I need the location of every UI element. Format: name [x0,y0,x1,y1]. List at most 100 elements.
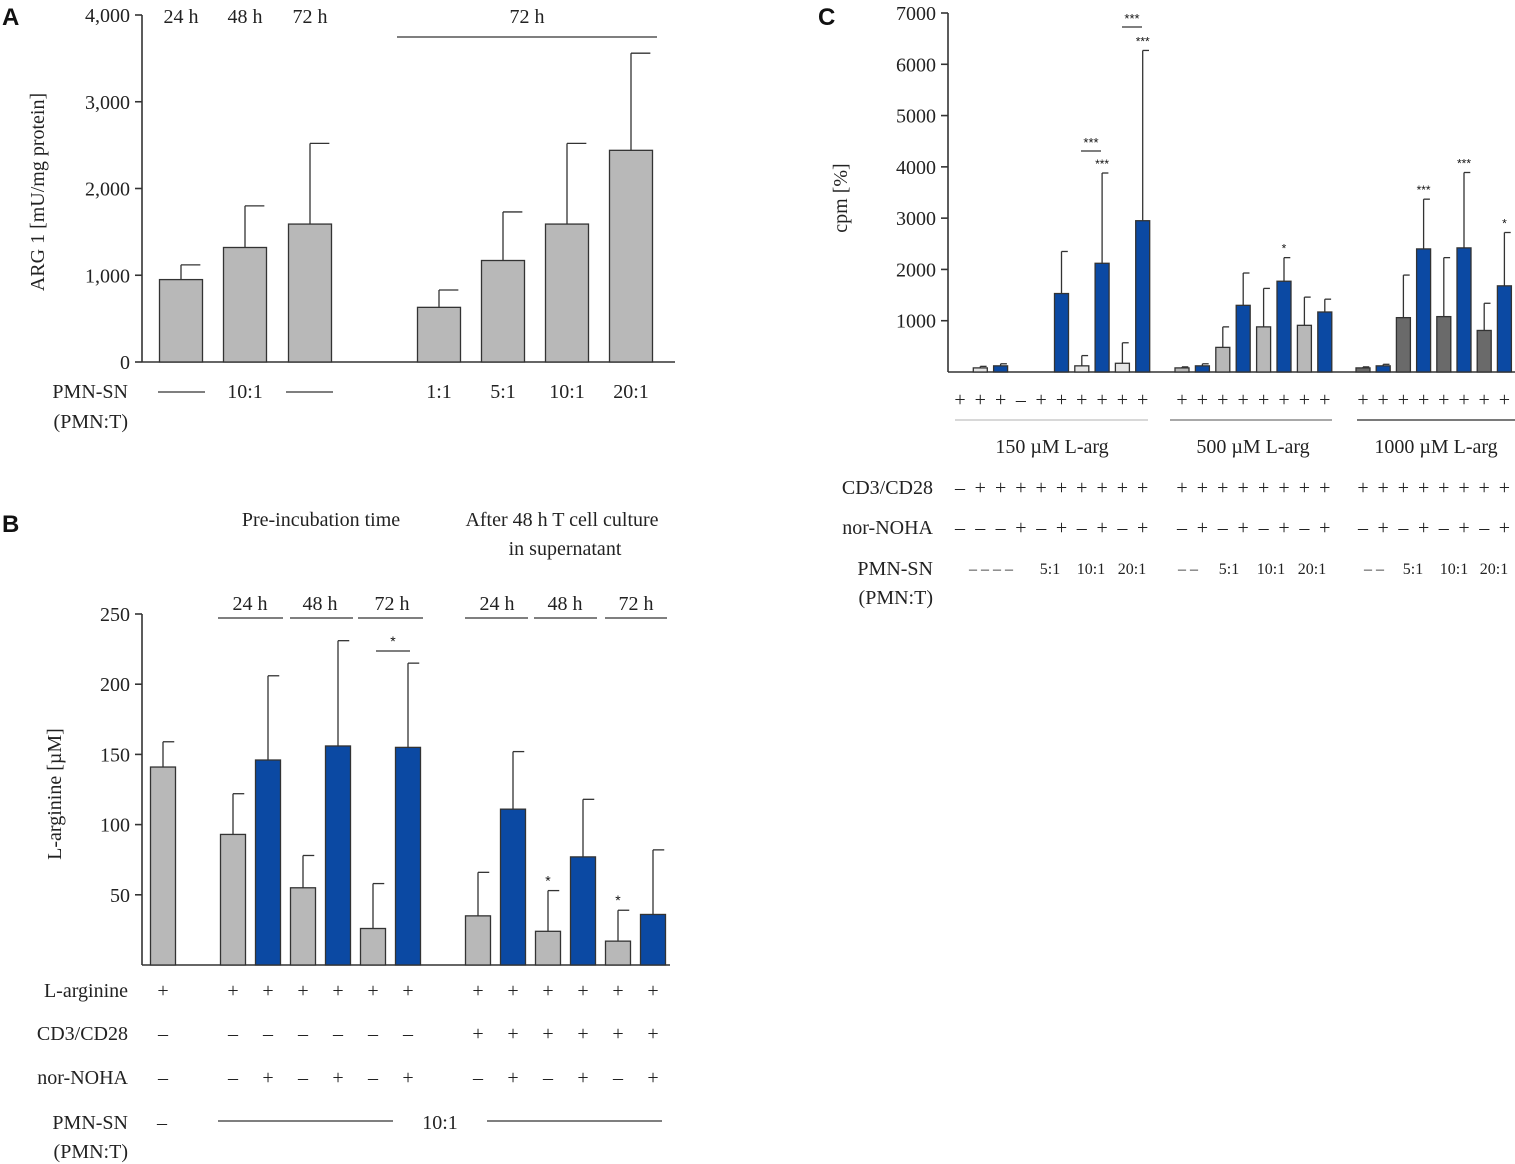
panel-b-time-label: 72 h [619,593,654,615]
panel-c-axis-mark: + [1217,389,1228,411]
panel-b-pmn-first: – [156,1112,168,1134]
panel-c-row-mark: + [1217,477,1228,499]
panel-b-row-mark: – [612,1067,624,1089]
panel-b-row-mark: + [577,980,588,1002]
panel-c-row-mark: – [1176,517,1188,539]
panel-b-row-mark: – [367,1023,379,1045]
panel-a-y-tick-label: 1,000 [85,265,130,287]
panel-b-row-mark: + [647,1023,658,1045]
panel-a-bars [158,52,654,363]
panel-b-bar [604,940,632,966]
panel-b-bar [569,856,597,966]
panel-a: A ARG 1 [mU/mg protein] 0 1,000 2,000 3,000… [2,4,675,433]
panel-c-bar [1355,367,1371,373]
panel-c-pmn-label-sub: (PMN:T) [859,587,933,609]
panel-c: C cpm [%] 1000 2000 3000 4000 5000 6000 7000 *… [818,3,1515,609]
panel-c-y-tick-label: 3000 [896,208,936,230]
panel-c-pmn-ratio-2b: 10:1 [1257,561,1285,578]
panel-a-y-axis-label: ARG 1 [mU/mg protein] [27,93,49,291]
panel-c-row-mark: + [1238,477,1249,499]
panel-b-time-labels: 24 h 48 h 72 h 24 h 48 h 72 h [218,593,667,619]
panel-c-axis-mark: + [1438,389,1449,411]
panel-c-bar [1276,280,1292,373]
panel-c-bar [1476,329,1492,373]
panel-b-bars: ** [149,640,667,966]
panel-b-row-label: nor-NOHA [37,1067,128,1089]
panel-c-row-mark: + [1197,517,1208,539]
panel-c-row-mark: – [1357,517,1369,539]
panel-c-axis-mark: + [1076,389,1087,411]
panel-b-bar [324,745,352,966]
panel-c-row-mark: + [1458,477,1469,499]
panel-a-row-label: PMN-SN [52,381,128,403]
panel-a-top-label-48h: 48 h [228,6,263,28]
panel-b-row-mark: – [157,1023,169,1045]
panel-c-row-mark: – [1116,517,1128,539]
panel-c-bar [1296,324,1313,373]
panel-c-bar [1496,285,1513,373]
panel-c-pmn-ratio-2a: 5:1 [1219,561,1239,578]
panel-c-row-mark: – [954,517,966,539]
panel-a-ratio-3: 10:1 [549,381,585,403]
panel-c-bar [1317,311,1333,373]
panel-a-top-label-72h: 72 h [293,6,328,28]
panel-c-row-mark: + [975,477,986,499]
panel-c-row-mark: – [1035,517,1047,539]
panel-c-y-tick-label: 4000 [896,157,936,179]
panel-c-pmn-ratio-1c: 20:1 [1118,561,1146,578]
panel-c-row-mark: – [1438,517,1450,539]
panel-c-group-label-3: 1000 µM L-arg [1374,436,1497,458]
panel-b-y-ticks: 50 100 150 200 250 [100,604,142,907]
panel-c-row-mark: – [1076,517,1088,539]
panel-a-y-tick-label: 3,000 [85,92,130,114]
panel-c-pmn-ratio-1a: 5:1 [1040,561,1060,578]
panel-c-row-mark: – [974,517,986,539]
panel-c-axis-mark: + [1458,389,1469,411]
panel-c-axis-mark: + [954,389,965,411]
panel-c-axis-mark: + [1499,389,1510,411]
panel-c-axis-mark: + [1418,389,1429,411]
panel-c-row-mark: + [1056,517,1067,539]
panel-a-group-label: 72 h [510,6,545,28]
panel-c-significance-star: *** [1136,34,1150,48]
panel-b-row-mark: + [402,1067,413,1089]
panel-c-significance-star: *** [1457,156,1471,170]
panel-b-row-label: CD3/CD28 [37,1023,128,1045]
panel-c-condition-table: CD3/CD28– + + + + + + + + + + + + + + + + + + + + + + + + +nor-NO… [842,477,1510,539]
panel-b-condition-table: L-arginine + + + + + + + + + + + + + CD3/CD28 – – – – – – – + +… [37,980,659,1089]
panel-b-bar [254,759,282,966]
panel-c-bar [1074,365,1090,373]
panel-b-row-mark: – [402,1023,414,1045]
panel-b-y-tick-label: 150 [100,744,130,766]
panel-b-y-tick-label: 100 [100,815,130,837]
panel-c-pmn-ratio-3b: 10:1 [1440,561,1468,578]
panel-b-bar [499,808,527,966]
panel-b-row-mark: – [262,1023,274,1045]
panel-c-y-tick-label: 5000 [896,106,936,128]
panel-a-ratio-4: 20:1 [613,381,649,403]
panel-c-row-mark: + [1176,477,1187,499]
panel-a-y-tick-label: 2,000 [85,179,130,201]
panel-b-bracket-star: * [390,633,396,649]
panel-c-axis-mark: + [1278,389,1289,411]
panel-b-row-mark: + [577,1023,588,1045]
panel-c-bar [1255,326,1272,373]
panel-c-row-mark: + [1378,517,1389,539]
panel-a-top-label-24h: 24 h [164,6,199,28]
panel-c-row-label: nor-NOHA [842,517,933,539]
panel-c-bar [1415,248,1432,373]
panel-b-bar [394,746,422,966]
panel-c-row-mark: + [1458,517,1469,539]
panel-c-row-mark: + [1278,477,1289,499]
panel-c-pmn-dashes-3: – – [1363,561,1385,578]
panel-b-row-mark: + [367,980,378,1002]
panel-b-row-mark: + [507,1023,518,1045]
panel-b-significance-star: * [545,873,551,889]
panel-b-row-mark: – [542,1067,554,1089]
panel-b-row-mark: + [542,980,553,1002]
panel-c-axis-mark: + [1176,389,1187,411]
panel-c-row-mark: + [1076,477,1087,499]
panel-c-bar [1215,346,1231,373]
panel-c-significance-star: *** [1095,157,1109,171]
panel-c-axis-mark: + [1479,389,1490,411]
